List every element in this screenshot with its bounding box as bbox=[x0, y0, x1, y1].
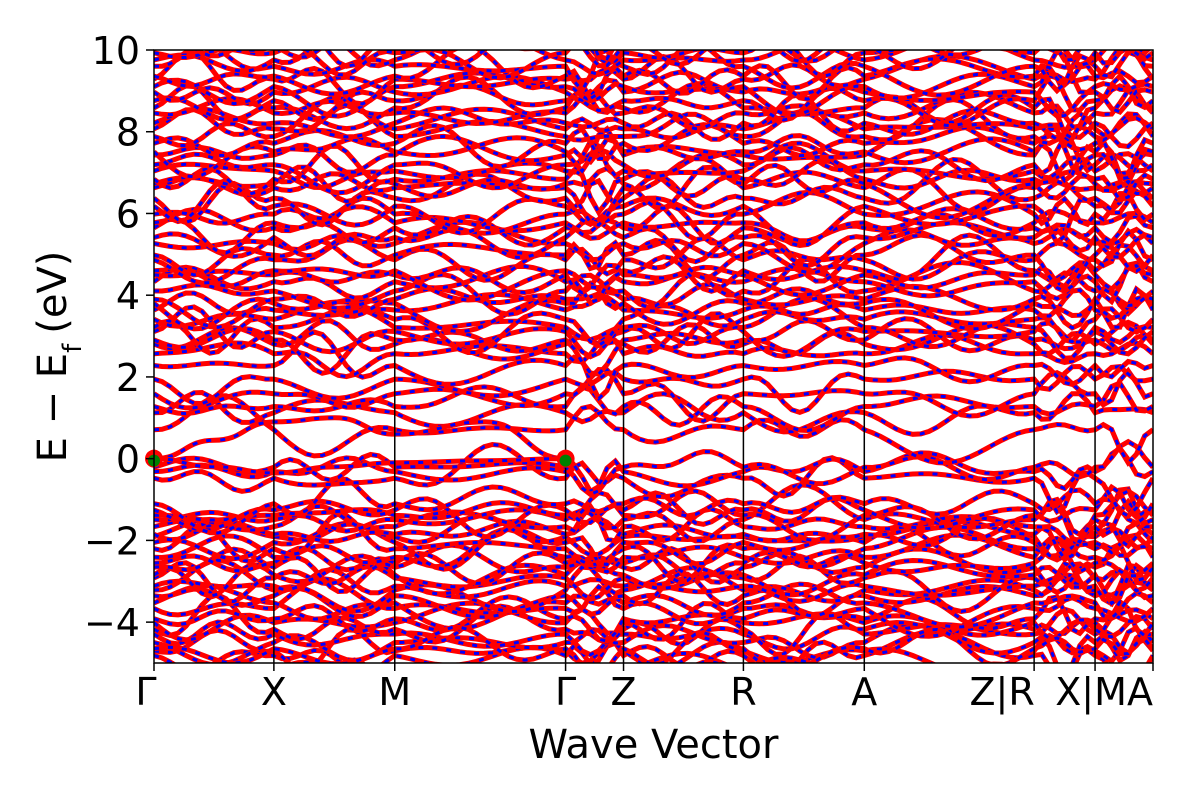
y-tick-label: 2 bbox=[116, 356, 140, 400]
y-tick-label: −4 bbox=[84, 601, 140, 645]
band-line-overlay bbox=[154, 625, 1153, 663]
x-tick-label: X|M bbox=[1055, 670, 1127, 715]
y-tick-label: 6 bbox=[116, 192, 140, 236]
band-line-overlay bbox=[154, 364, 1153, 414]
x-tick-label: Z|R bbox=[969, 670, 1034, 715]
band-line bbox=[154, 389, 1153, 437]
band-line-overlay bbox=[154, 179, 1153, 248]
band-line-overlay bbox=[154, 190, 1153, 242]
y-tick-label: 0 bbox=[116, 438, 140, 482]
x-tick-label: R bbox=[730, 670, 756, 714]
band-line-overlay bbox=[154, 554, 1153, 606]
band-line bbox=[154, 50, 1153, 98]
band-line bbox=[154, 329, 1153, 403]
band-line bbox=[154, 72, 1153, 129]
band-line-overlay bbox=[154, 483, 1153, 543]
band-line-overlay bbox=[154, 117, 1153, 176]
band-line bbox=[243, 50, 1152, 72]
band-line-overlay bbox=[154, 367, 1153, 423]
band-line-overlay bbox=[154, 233, 1153, 302]
band-line-overlay bbox=[154, 305, 1153, 359]
band-line-overlay bbox=[154, 394, 1153, 466]
band-line-overlay bbox=[154, 521, 1153, 571]
band-line-overlay bbox=[154, 558, 1153, 613]
band-line-overlay bbox=[154, 489, 1153, 544]
band-line-overlay bbox=[154, 528, 1153, 574]
y-axis-title-main: E − E bbox=[30, 353, 76, 463]
y-tick-label: −2 bbox=[84, 519, 140, 563]
y-axis-title-unit: (eV) bbox=[30, 251, 76, 334]
band-line-overlay bbox=[154, 439, 1153, 497]
y-tick-label: 10 bbox=[92, 29, 140, 73]
band-line-overlay bbox=[154, 457, 566, 475]
band-line-overlay bbox=[154, 568, 1153, 619]
band-line-overlay bbox=[290, 651, 1004, 663]
band-line-overlay bbox=[154, 516, 1153, 562]
band-line bbox=[154, 594, 1153, 644]
x-tick-label: A bbox=[1127, 670, 1153, 714]
bands-layer bbox=[154, 50, 1153, 663]
x-tick-label: M bbox=[378, 670, 411, 714]
x-tick-label: Γ bbox=[135, 670, 156, 714]
band-line-overlay bbox=[154, 50, 1153, 101]
band-line-overlay bbox=[154, 477, 1153, 535]
x-tick-label: X bbox=[261, 670, 287, 714]
x-axis: Γ X M Γ Z R A Z|R X|M A bbox=[135, 663, 1154, 715]
x-tick-label: A bbox=[851, 670, 877, 714]
band-line-overlay bbox=[154, 542, 1153, 595]
band-line-overlay bbox=[154, 50, 1153, 80]
band-line-overlay bbox=[154, 499, 1153, 545]
band-line-overlay bbox=[154, 75, 1153, 141]
band-line bbox=[154, 262, 1153, 298]
y-tick-label: 4 bbox=[116, 274, 140, 318]
band-line-overlay bbox=[154, 163, 1153, 220]
x-axis-title: Wave Vector bbox=[529, 722, 780, 768]
kpoint-lines bbox=[273, 50, 1096, 663]
band-line bbox=[154, 379, 1153, 434]
band-line-overlay bbox=[154, 257, 1153, 316]
band-line-overlay bbox=[154, 554, 1153, 613]
band-line-overlay bbox=[154, 317, 1153, 376]
band-line-overlay bbox=[154, 70, 1153, 118]
band-line bbox=[154, 483, 1153, 540]
band-line-overlay bbox=[154, 50, 1153, 106]
x-tick-label: Γ bbox=[555, 670, 576, 714]
band-line-overlay bbox=[154, 416, 566, 461]
band-line-overlay bbox=[154, 623, 1153, 663]
y-tick-label: 8 bbox=[116, 111, 140, 155]
y-axis-title-subscript: f bbox=[58, 343, 88, 353]
band-line-overlay bbox=[154, 93, 1153, 149]
band-line-overlay bbox=[154, 50, 1153, 118]
band-line-overlay bbox=[154, 577, 1153, 638]
band-line-overlay bbox=[154, 217, 1153, 268]
y-axis: 10 8 6 4 2 0 −2 −4 bbox=[84, 29, 154, 645]
band-line-overlay bbox=[154, 220, 1153, 275]
band-line-overlay bbox=[154, 103, 1153, 142]
y-axis-title: E − Ef (eV) bbox=[30, 251, 88, 463]
plot-frame bbox=[153, 49, 1154, 664]
band-line bbox=[154, 133, 1153, 196]
x-tick-label: Z bbox=[611, 670, 637, 714]
band-line-overlay bbox=[154, 228, 1153, 285]
band-line-overlay bbox=[154, 593, 1153, 656]
band-line-overlay bbox=[154, 514, 1153, 560]
band-line-overlay bbox=[154, 512, 1153, 584]
gap-marker bbox=[559, 454, 572, 467]
band-line-overlay bbox=[154, 390, 1153, 436]
